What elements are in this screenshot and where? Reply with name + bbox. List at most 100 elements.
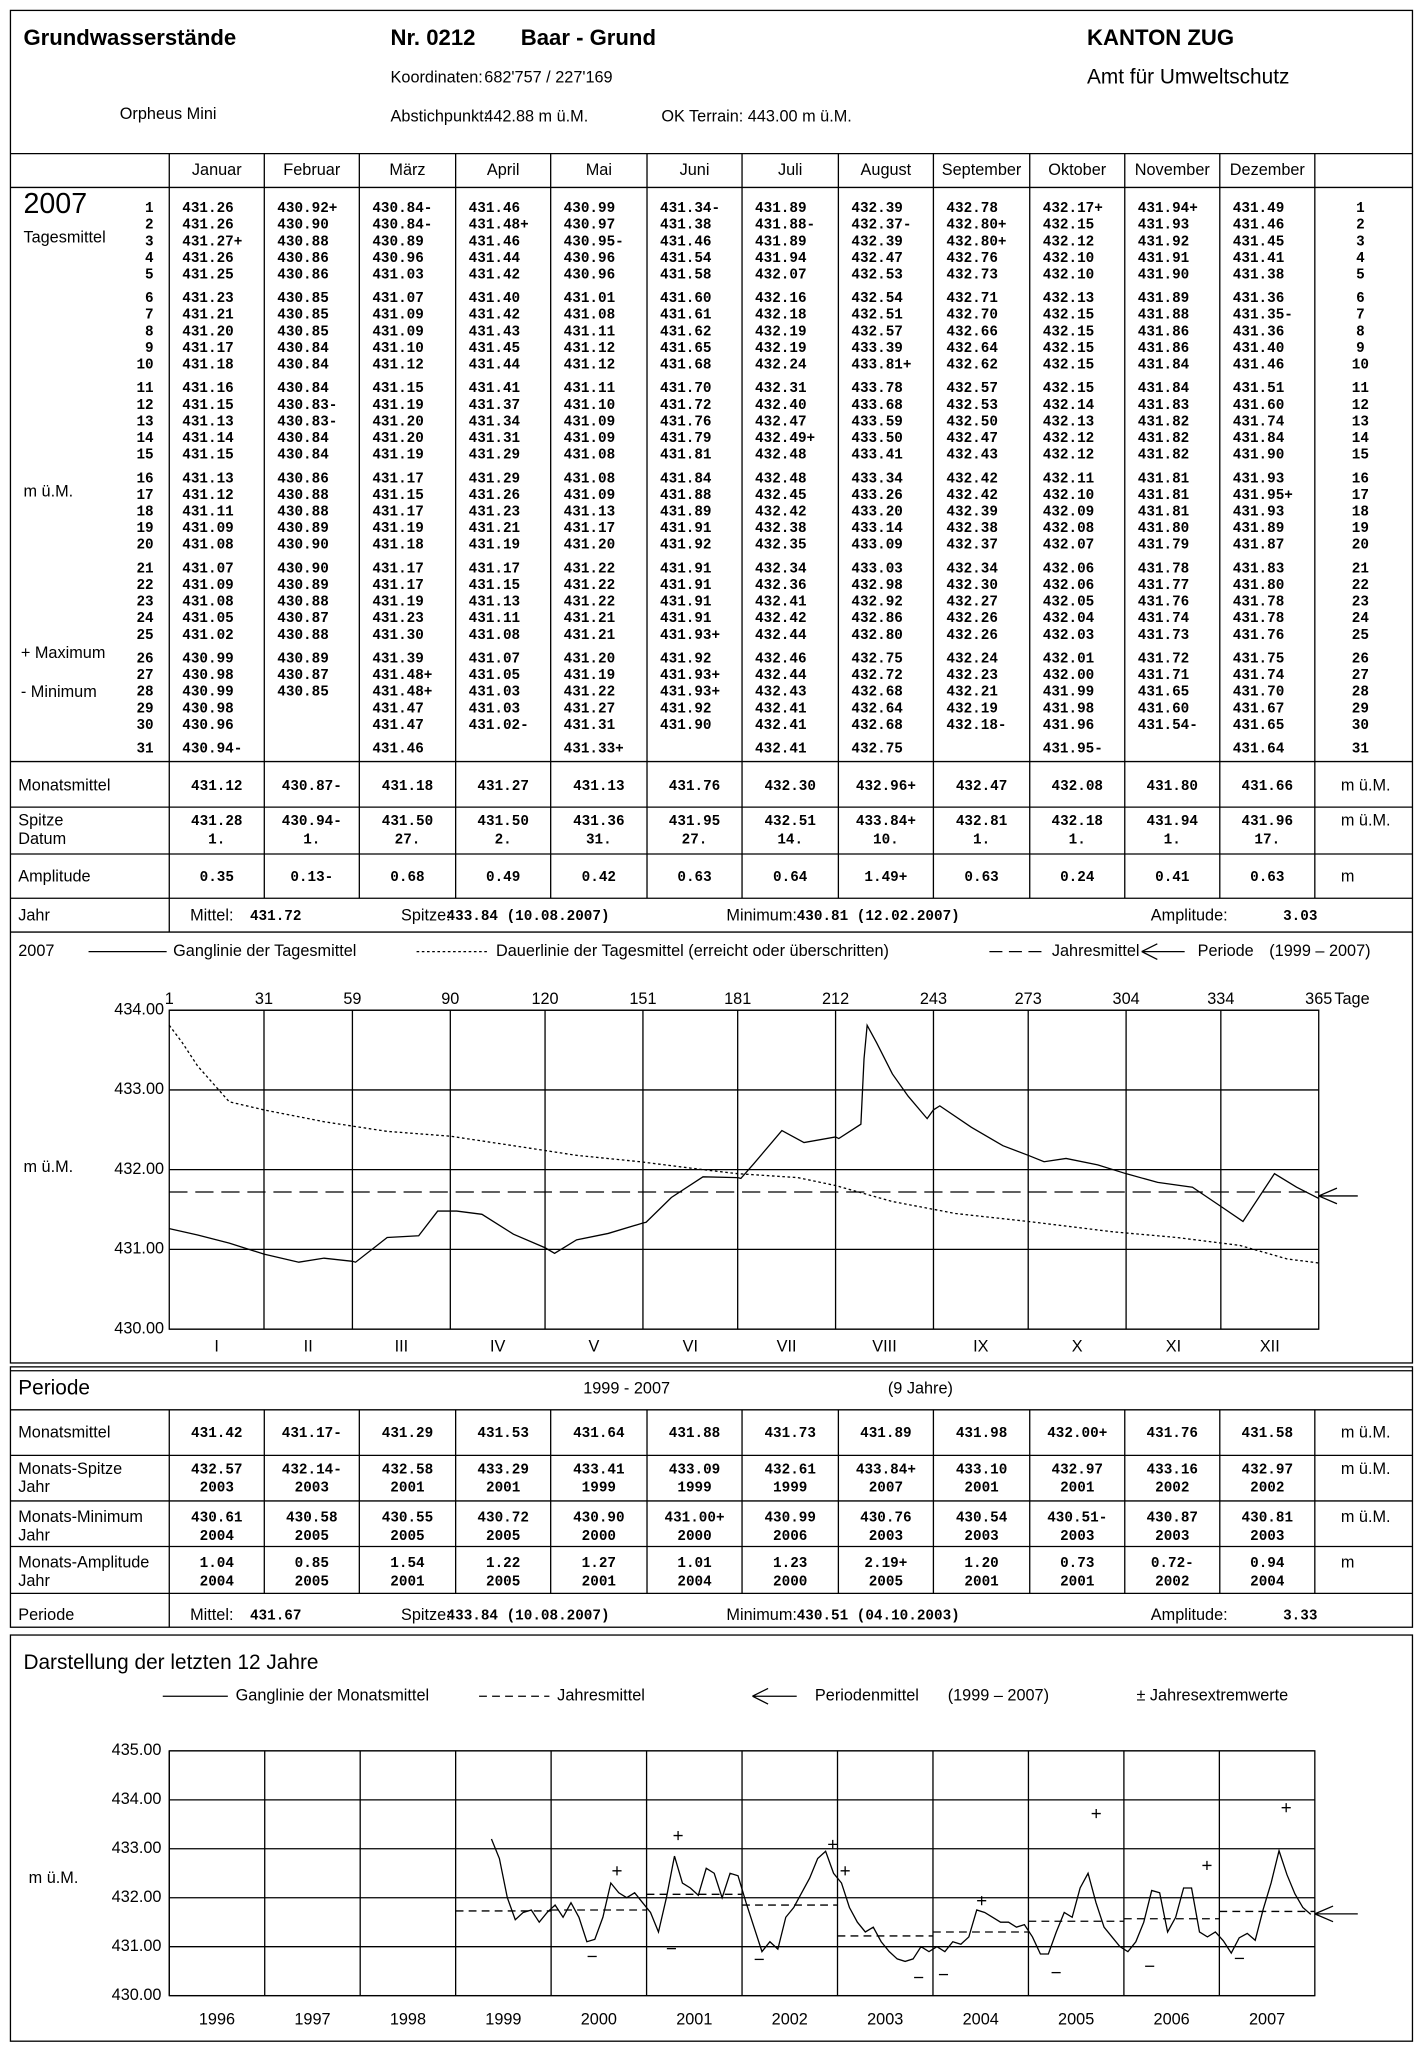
month-label: XI [1166, 1338, 1181, 1356]
value: 2002 [1250, 1481, 1284, 1497]
label: - Minimum [21, 683, 97, 701]
daily-value: 432.26 [946, 611, 997, 627]
legend-label: (1999 – 2007) [1269, 942, 1370, 960]
daily-value: 432.15 [1043, 358, 1094, 374]
daily-value: 432.41 [755, 718, 806, 734]
month-header: Juli [778, 161, 802, 179]
value: 14. [777, 832, 803, 848]
daily-value: 431.23 [182, 291, 233, 307]
day-number: 17 [136, 488, 153, 504]
daily-value: 431.19 [564, 668, 615, 684]
value: 431.89 [860, 1426, 911, 1442]
value: 3.33 [1283, 1608, 1317, 1624]
daily-value: 430.84 [277, 431, 329, 447]
value: 432.30 [764, 779, 815, 795]
daily-value: 432.70 [946, 308, 997, 324]
legend-label: (1999 – 2007) [948, 1687, 1049, 1705]
daily-value: 431.29 [469, 471, 520, 487]
daily-value: 431.08 [564, 308, 615, 324]
daily-value: 432.45 [755, 488, 806, 504]
daily-value: 431.93 [1233, 505, 1284, 521]
value: 431.64 [573, 1426, 625, 1442]
y-axis-label: m ü.M. [23, 1158, 73, 1176]
day-number: 16 [136, 471, 153, 487]
legend-label: Ganglinie der Monatsmittel [236, 1687, 429, 1705]
day-number: 23 [1352, 595, 1369, 611]
daily-value: 431.12 [182, 488, 233, 504]
daily-value: 431.33+ [564, 742, 624, 758]
month-label: IV [490, 1338, 506, 1356]
value: 10. [873, 832, 899, 848]
frame [9, 9, 1414, 1364]
daily-value: 431.08 [469, 628, 520, 644]
unit: m ü.M. [1341, 1424, 1391, 1442]
day-number: 20 [1352, 538, 1369, 554]
daily-value: 430.84 [277, 341, 329, 357]
daily-value: 431.96 [1043, 718, 1094, 734]
value: 433.84 (10.08.2007) [447, 909, 610, 925]
daily-value: 431.80 [1138, 521, 1189, 537]
daily-value: 431.70 [1233, 685, 1284, 701]
value: 2000 [773, 1574, 807, 1590]
value: 432.51 [764, 814, 815, 830]
daily-value: 431.87 [1233, 538, 1284, 554]
daily-value: 431.09 [564, 488, 615, 504]
x-tick-label: 2002 [772, 2011, 808, 2029]
day-number: 9 [1356, 341, 1365, 357]
daily-value: 431.86 [1138, 341, 1189, 357]
value: 2003 [200, 1481, 234, 1497]
daily-value: 431.60 [1233, 398, 1284, 414]
daily-value: 430.94- [182, 742, 242, 758]
label: Abstichpunkt: [391, 107, 489, 125]
daily-value: 431.08 [564, 448, 615, 464]
daily-value: 431.16 [182, 381, 233, 397]
daily-value: 431.42 [469, 308, 520, 324]
value: 442.88 m ü.M. [484, 107, 588, 125]
unit: m [1341, 868, 1355, 886]
daily-value: 431.75 [1233, 651, 1284, 667]
daily-value: 431.09 [564, 414, 615, 430]
daily-value: 432.30 [946, 578, 997, 594]
daily-value: 431.54 [660, 251, 712, 267]
daily-value: 431.98 [1043, 701, 1094, 717]
daily-value: 432.00 [1043, 668, 1094, 684]
daily-value: 432.04 [1043, 611, 1095, 627]
daily-value: 431.26 [182, 201, 233, 217]
day-number: 26 [136, 651, 153, 667]
daily-value: 432.11 [1043, 471, 1094, 487]
daily-value: 431.26 [182, 218, 233, 234]
daily-value: 431.65 [1138, 685, 1189, 701]
value: 433.84+ [856, 1462, 916, 1478]
x-tick-label: 2006 [1154, 2011, 1190, 2029]
daily-value: 431.70 [660, 381, 711, 397]
daily-value: 431.19 [372, 521, 423, 537]
daily-value: 432.57 [851, 324, 902, 340]
value: 2005 [390, 1529, 424, 1545]
daily-value: 431.88- [755, 218, 815, 234]
daily-value: 431.36 [1233, 291, 1284, 307]
daily-value: 433.50 [851, 431, 902, 447]
daily-value: 431.22 [564, 685, 615, 701]
section-title: Periode [18, 1376, 90, 1399]
day-number: 19 [1352, 521, 1369, 537]
value: 2003 [1155, 1529, 1189, 1545]
x-tick-label: 2001 [676, 2011, 712, 2029]
station-number: Nr. 0212 [391, 25, 476, 50]
day-number: 3 [1356, 234, 1365, 250]
daily-value: 431.07 [372, 291, 423, 307]
value: 430.54 [956, 1511, 1008, 1527]
x-tick-label: 120 [531, 990, 558, 1008]
legend-label: ± Jahresextremwerte [1136, 1687, 1288, 1705]
month-header: Februar [283, 161, 341, 179]
daily-value: 433.14 [851, 521, 903, 537]
series-line [169, 1023, 1320, 1263]
daily-value: 430.92+ [277, 201, 337, 217]
daily-value: 433.41 [851, 448, 902, 464]
value: 431.58 [1242, 1426, 1293, 1442]
value: 27. [395, 832, 421, 848]
x-tick-label: 273 [1015, 990, 1042, 1008]
month-label: VIII [872, 1338, 896, 1356]
daily-value: 432.47 [946, 431, 997, 447]
value: 2005 [486, 1574, 520, 1590]
daily-value: 432.39 [851, 201, 902, 217]
